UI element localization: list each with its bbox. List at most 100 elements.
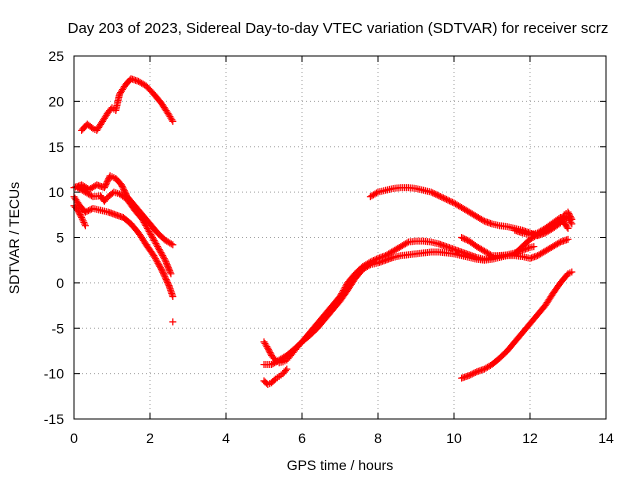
data-point [81,220,89,228]
data-point [162,259,170,267]
data-point [282,367,290,375]
data-point [371,256,379,264]
x-tick-label: 8 [374,430,382,446]
data-point [143,223,151,231]
data-point [145,227,153,235]
plot-frame [73,55,607,420]
data-point [157,264,165,272]
data-point [439,194,447,202]
data-point [470,369,478,377]
data-point [162,274,170,282]
data-point [164,279,172,287]
data-point [564,224,572,232]
x-tick-label: 14 [598,430,614,446]
x-tick-label: 4 [222,430,230,446]
data-point [567,218,575,226]
y-tick-label: 15 [48,139,64,155]
data-point [150,237,158,245]
data-point [151,255,159,263]
data-point [441,195,449,203]
data-points [70,75,576,389]
data-point [144,226,152,234]
data-point [152,240,160,248]
data-point [84,207,92,215]
data-point [139,217,147,225]
data-point [166,268,174,276]
data-point [153,241,161,249]
data-point [433,191,441,199]
series-arc5 [74,184,175,278]
data-point [164,264,172,272]
data-point [160,271,168,279]
data-point [140,218,148,226]
data-point [143,224,151,232]
data-point [159,270,167,278]
data-point [118,181,125,189]
data-point [486,251,494,259]
data-point [444,196,452,204]
data-point [162,276,170,284]
data-point [149,235,157,243]
data-point [164,262,172,270]
data-point [372,189,380,197]
data-point [156,262,164,270]
data-point [160,253,168,261]
data-point [432,190,440,198]
data-point [80,218,88,226]
y-tick-label: 0 [56,275,64,291]
y-tick-labels: -15 -10 -5 0 5 10 15 20 25 [44,48,64,427]
data-point [430,190,438,198]
data-point [151,238,159,246]
data-point [164,280,172,288]
y-tick-label: -10 [44,366,64,382]
data-point [158,250,166,258]
data-point [149,234,157,241]
data-point [161,256,169,264]
data-point [159,268,167,276]
data-point [459,234,467,242]
data-point [365,262,373,270]
data-point [153,258,161,266]
data-point [165,265,173,273]
data-point [147,230,155,238]
data-point [462,236,470,244]
data-point [141,220,149,228]
data-point [104,176,112,184]
data-point [78,215,86,223]
data-point [166,267,174,275]
data-point [442,195,450,203]
data-point [458,234,466,241]
x-tick-label: 0 [70,430,78,446]
data-point [142,221,150,229]
x-tick-labels: 0 2 4 6 8 10 12 14 [70,430,614,446]
data-point [156,247,164,255]
x-tick-label: 10 [446,430,462,446]
x-axis-label: GPS time / hours [287,457,394,473]
data-point [121,188,129,196]
data-point [438,193,446,201]
data-point [448,198,456,206]
data-point [100,184,108,192]
data-point [471,369,479,377]
data-point [564,235,572,243]
data-point [79,217,87,225]
data-point [119,184,127,192]
data-point [283,365,291,373]
data-point [157,249,165,257]
data-point [563,223,571,231]
series-arc1 [78,75,177,134]
data-point [163,277,171,285]
series-outlier [169,318,177,326]
y-axis-label: SDTVAR / TECUs [6,182,22,294]
data-point [461,235,469,243]
data-point [403,239,411,247]
data-point [151,253,159,261]
data-point [555,239,563,247]
data-point [150,252,158,260]
data-point [162,258,170,266]
data-point [158,267,166,275]
data-point [429,189,437,197]
data-point [160,255,168,263]
y-tick-label: -5 [52,320,65,336]
